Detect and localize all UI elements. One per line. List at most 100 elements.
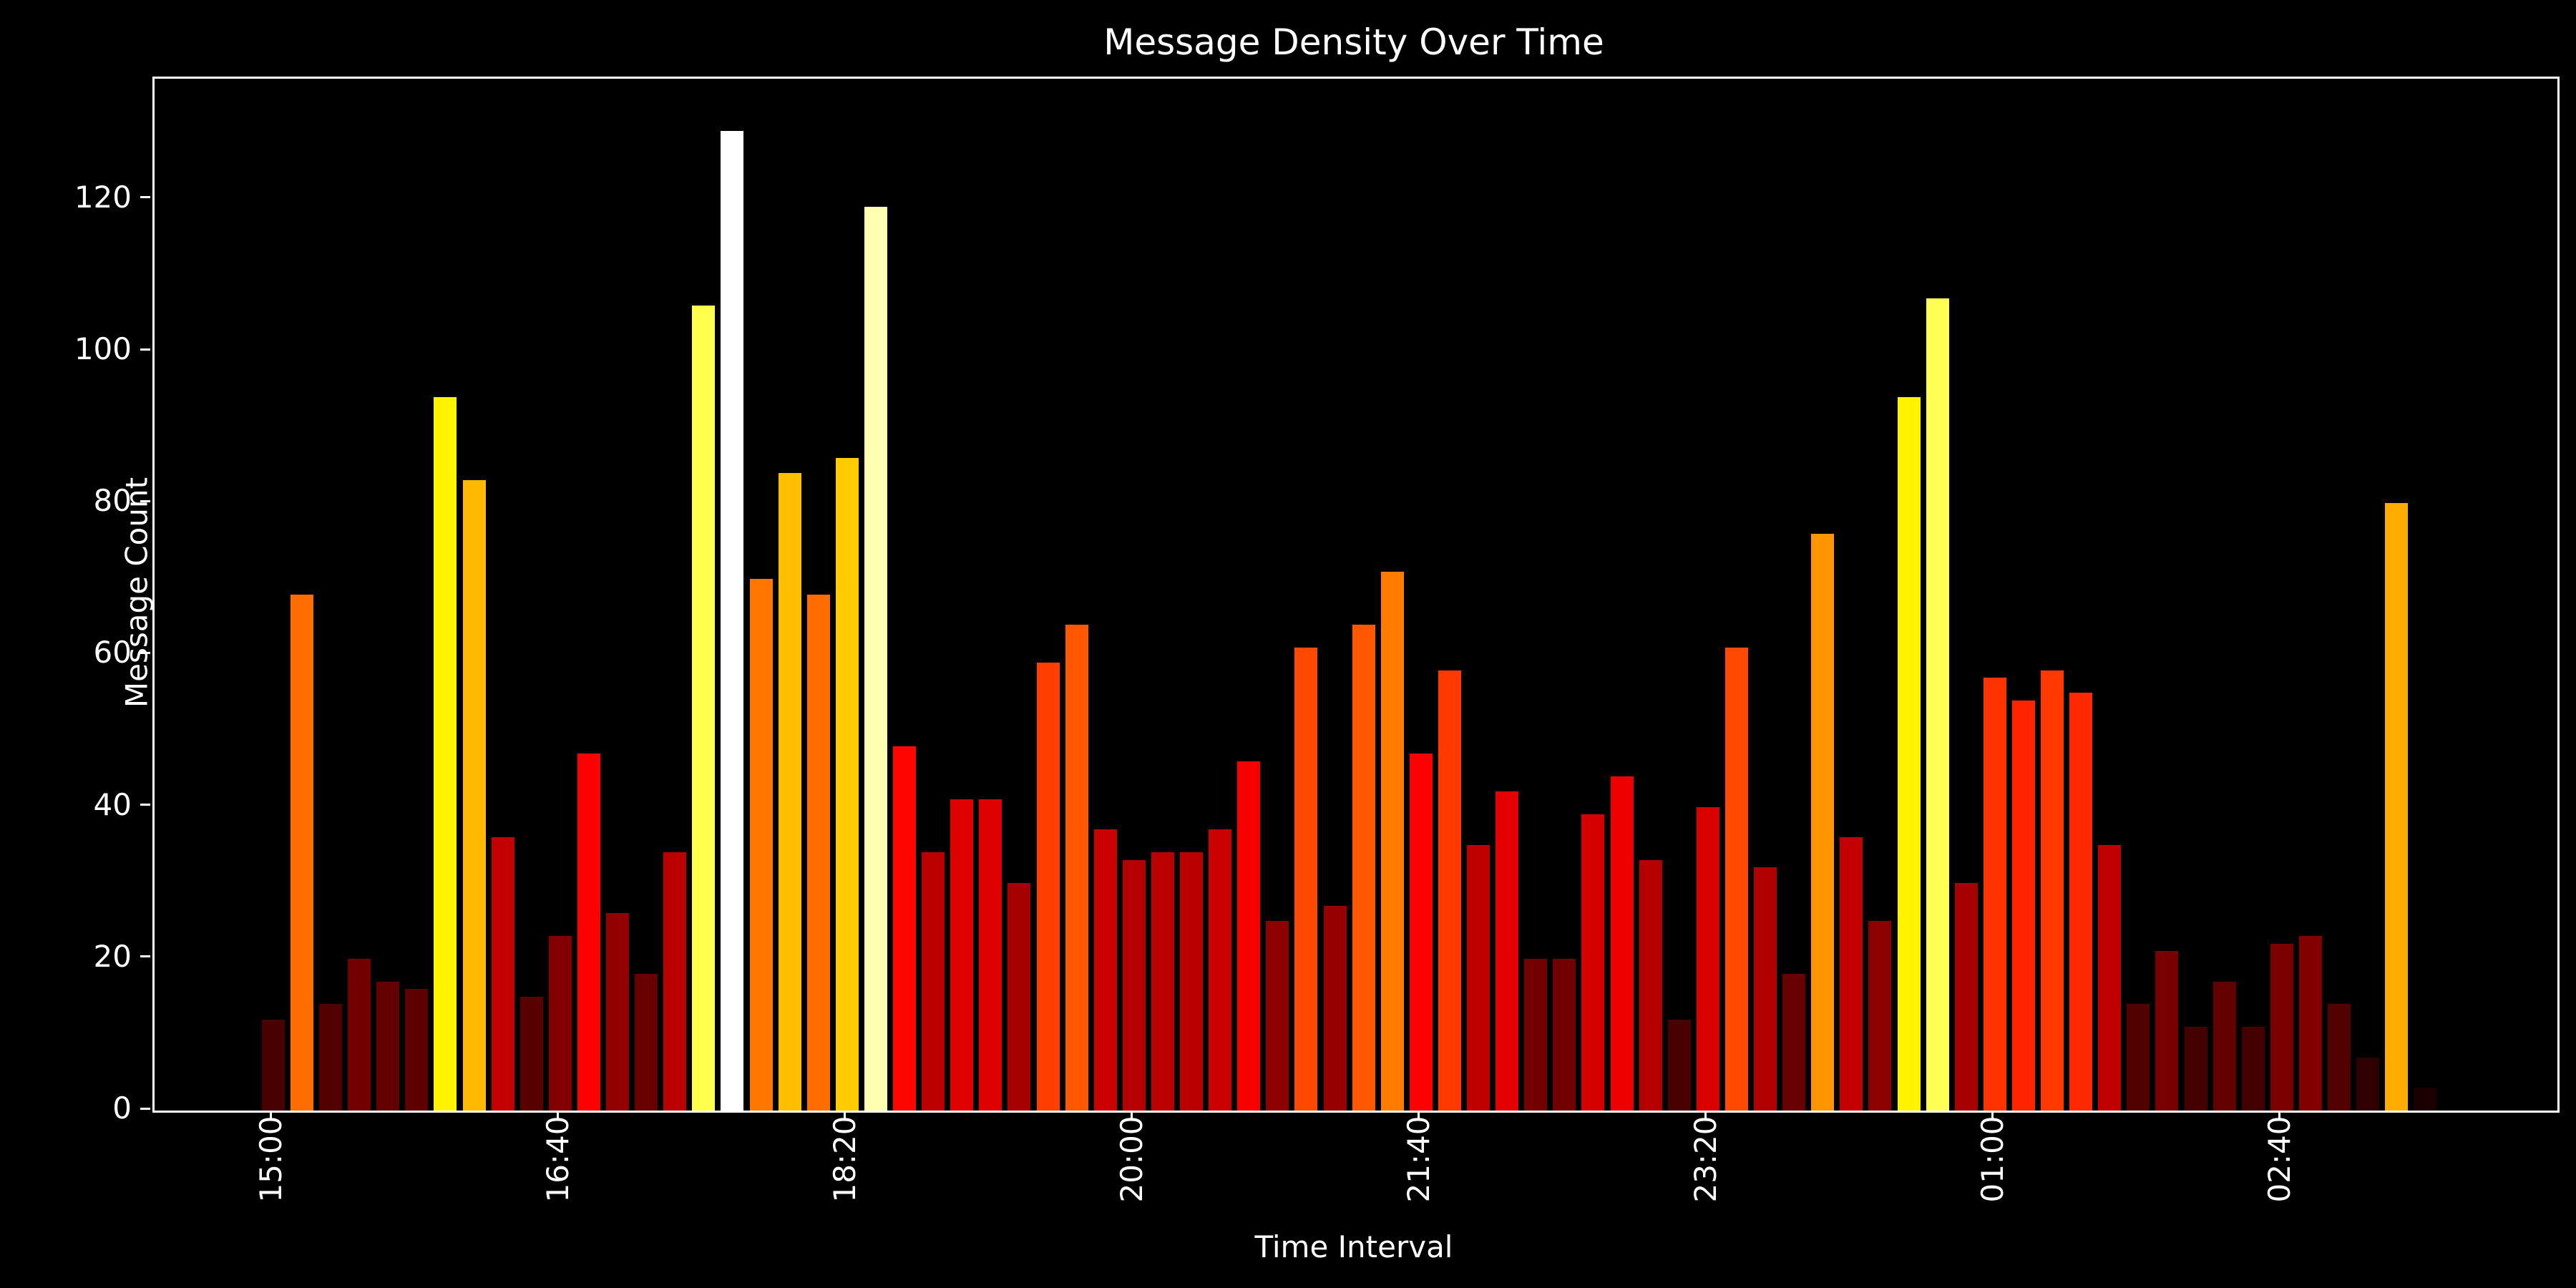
bar <box>922 852 945 1111</box>
bar <box>376 981 400 1111</box>
bar <box>1036 663 1060 1111</box>
x-tick-mark <box>1418 1111 1420 1121</box>
y-tick-mark <box>140 1107 150 1110</box>
bar <box>1266 920 1289 1111</box>
bar <box>1639 859 1662 1111</box>
bar <box>979 799 1002 1111</box>
bar <box>1380 571 1404 1111</box>
bar <box>1065 624 1088 1111</box>
x-tick-label: 01:00 <box>1974 1116 2010 1203</box>
bar <box>290 594 313 1111</box>
bar <box>1667 1019 1691 1111</box>
bar <box>405 989 429 1111</box>
bar <box>663 852 687 1111</box>
bar <box>635 974 658 1111</box>
bar <box>1954 882 1978 1111</box>
bar <box>2127 1004 2150 1111</box>
bar <box>1352 624 1375 1111</box>
x-tick-mark <box>2278 1111 2281 1121</box>
bar <box>2298 935 2322 1111</box>
x-tick-label: 20:00 <box>1113 1116 1149 1203</box>
bar <box>1897 396 1921 1111</box>
x-tick-mark <box>844 1111 847 1121</box>
bar <box>1122 859 1146 1111</box>
y-tick-label: 20 <box>93 938 132 974</box>
bar <box>2270 943 2293 1111</box>
bar <box>1868 920 1892 1111</box>
bar <box>1524 958 1548 1111</box>
bar <box>1209 829 1232 1111</box>
x-tick-label: 16:40 <box>540 1116 575 1203</box>
bar <box>893 746 916 1111</box>
y-axis-label: Message Count <box>119 477 155 708</box>
x-tick-label: 02:40 <box>2261 1116 2297 1203</box>
bar <box>2041 670 2064 1111</box>
bar <box>319 1004 342 1111</box>
bar <box>806 594 830 1111</box>
y-tick-mark <box>140 348 150 351</box>
y-tick-label: 40 <box>93 786 132 822</box>
y-tick-label: 0 <box>112 1091 132 1126</box>
bar <box>548 935 572 1111</box>
bar <box>2212 981 2236 1111</box>
bar <box>1926 298 1949 1111</box>
y-tick-mark <box>140 651 150 654</box>
bar <box>1553 958 1576 1111</box>
x-tick-mark <box>270 1111 273 1121</box>
bar <box>606 913 629 1111</box>
bar <box>778 472 801 1111</box>
y-tick-label: 120 <box>74 179 132 215</box>
bar <box>491 837 514 1111</box>
bar <box>1983 678 2006 1111</box>
bar <box>1093 829 1117 1111</box>
bar <box>864 207 887 1111</box>
bar <box>261 1019 285 1111</box>
bar <box>2011 701 2035 1111</box>
bar <box>2184 1027 2207 1111</box>
x-axis-label: Time Interval <box>1254 1229 1453 1264</box>
chart-title: Message Density Over Time <box>1103 21 1604 63</box>
bar <box>1323 905 1347 1111</box>
x-tick-label: 18:20 <box>826 1116 862 1203</box>
bar <box>692 306 716 1111</box>
bar <box>1782 974 1806 1111</box>
bar <box>1180 852 1203 1111</box>
x-tick-label: 21:40 <box>1400 1116 1436 1203</box>
bar <box>1581 814 1605 1111</box>
bar <box>2241 1027 2265 1111</box>
bar <box>434 396 457 1111</box>
plot-area <box>152 77 2560 1113</box>
bar <box>721 131 744 1111</box>
bar <box>749 579 773 1111</box>
bar <box>1237 761 1261 1111</box>
y-tick-mark <box>140 499 150 502</box>
bar <box>2155 951 2179 1111</box>
bar <box>950 799 974 1111</box>
x-tick-mark <box>557 1111 560 1121</box>
bar <box>1696 806 1719 1111</box>
bar <box>2098 844 2122 1111</box>
bar <box>2414 1088 2437 1111</box>
bar <box>2385 503 2409 1111</box>
bar <box>1008 882 1031 1111</box>
bar <box>1438 670 1461 1111</box>
bar <box>1409 753 1433 1111</box>
x-tick-label: 15:00 <box>253 1116 288 1203</box>
bar <box>1151 852 1174 1111</box>
bar <box>1811 533 1835 1111</box>
bar <box>2069 693 2093 1111</box>
x-tick-mark <box>1704 1111 1707 1121</box>
bar <box>1610 776 1634 1111</box>
x-tick-label: 23:20 <box>1687 1116 1723 1203</box>
x-tick-mark <box>1991 1111 1994 1121</box>
y-tick-label: 80 <box>93 483 132 519</box>
bar <box>1294 647 1318 1111</box>
y-tick-mark <box>140 804 150 806</box>
y-tick-label: 60 <box>93 635 132 670</box>
bar <box>1496 791 1519 1111</box>
bar <box>1754 867 1777 1111</box>
bar <box>1724 647 1748 1111</box>
bar <box>462 480 486 1111</box>
bar <box>1840 837 1863 1111</box>
